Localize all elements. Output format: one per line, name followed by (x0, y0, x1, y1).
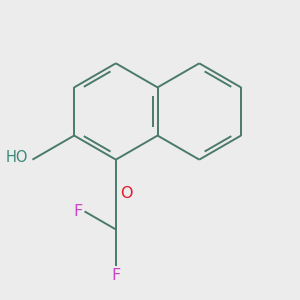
Text: F: F (111, 268, 121, 283)
Text: HO: HO (6, 150, 28, 165)
Text: O: O (120, 186, 132, 201)
Text: F: F (73, 204, 82, 219)
